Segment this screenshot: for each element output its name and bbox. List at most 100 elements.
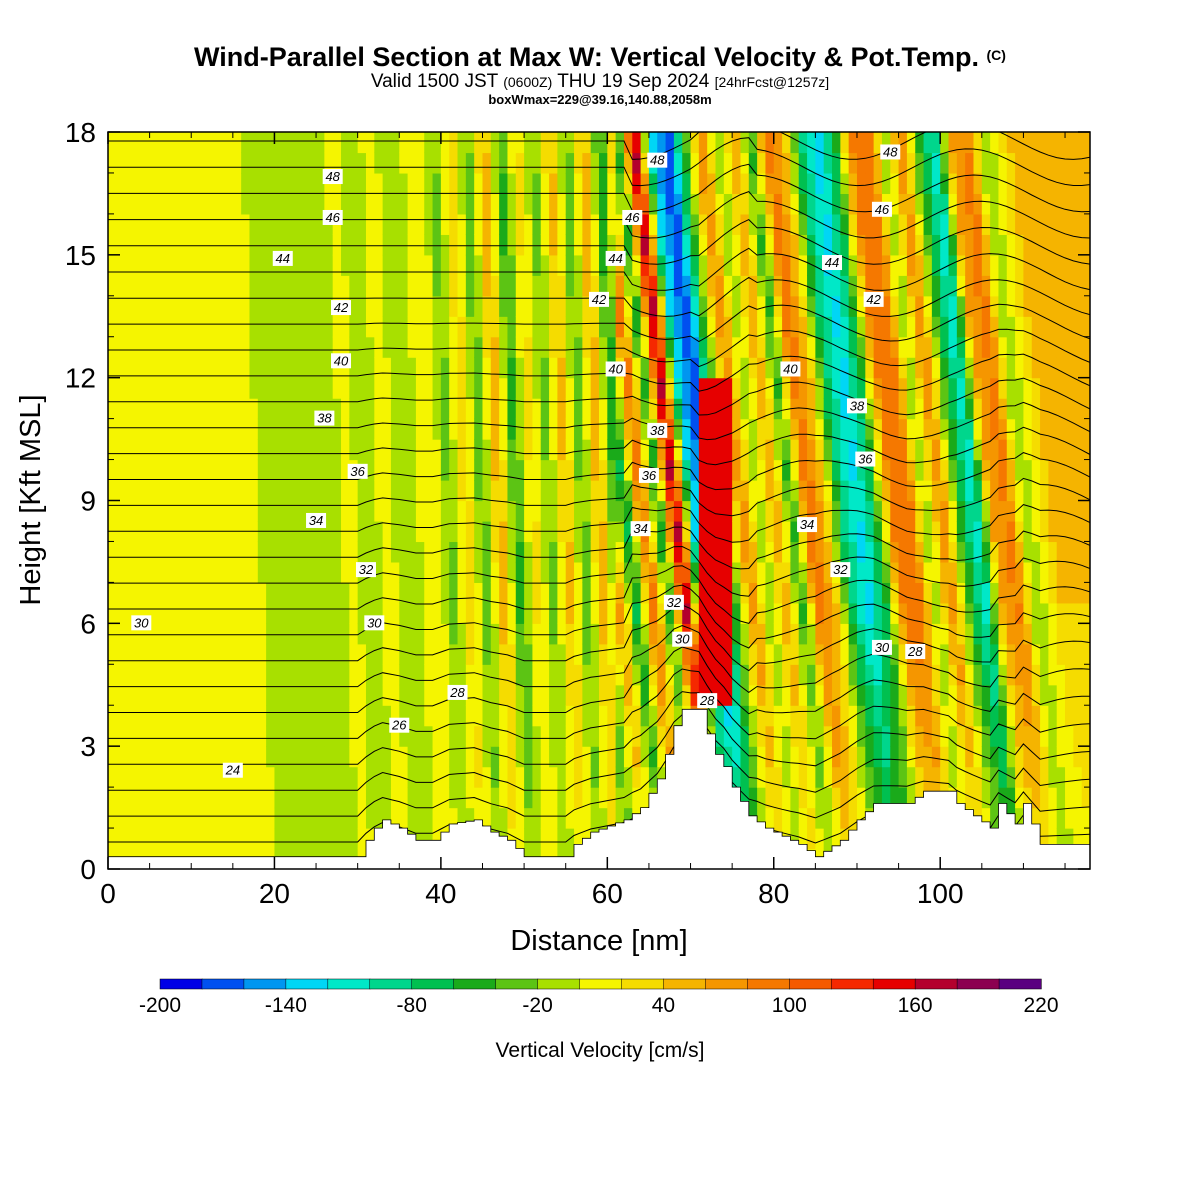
- velocity-cell: [948, 684, 958, 706]
- velocity-cell: [532, 500, 542, 522]
- velocity-cell: [216, 643, 226, 665]
- velocity-cell: [374, 316, 384, 338]
- velocity-cell: [390, 398, 400, 420]
- velocity-cell: [415, 316, 425, 338]
- velocity-cell: [632, 295, 642, 317]
- velocity-cell: [599, 725, 608, 747]
- velocity-cell: [832, 213, 841, 235]
- velocity-cell: [582, 664, 592, 686]
- velocity-cell: [1065, 152, 1074, 174]
- colorbar-swatch: [159, 978, 203, 990]
- velocity-cell: [291, 152, 300, 174]
- velocity-cell: [474, 357, 484, 379]
- velocity-cell: [665, 520, 675, 543]
- velocity-cell: [998, 152, 1008, 174]
- velocity-cell: [865, 234, 875, 256]
- velocity-cell: [449, 705, 459, 727]
- velocity-cell: [415, 439, 425, 461]
- velocity-cell: [790, 193, 800, 215]
- velocity-cell: [257, 684, 267, 706]
- velocity-cell: [1048, 295, 1058, 317]
- velocity-cell: [923, 541, 933, 563]
- velocity-cell: [915, 725, 925, 747]
- velocity-cell: [1056, 766, 1066, 788]
- velocity-cell: [449, 725, 459, 747]
- velocity-cell: [840, 172, 850, 195]
- velocity-cell: [832, 602, 841, 624]
- velocity-cell: [956, 541, 966, 563]
- velocity-cell: [141, 746, 151, 768]
- velocity-cell: [782, 234, 791, 256]
- velocity-cell: [757, 357, 767, 379]
- velocity-cell: [324, 766, 334, 788]
- velocity-cell: [632, 500, 642, 522]
- velocity-cell: [615, 193, 625, 215]
- y-tick-label: 3: [80, 731, 96, 762]
- velocity-cell: [832, 766, 841, 788]
- velocity-cell: [224, 377, 234, 399]
- velocity-cell: [565, 561, 575, 583]
- velocity-cell: [640, 377, 650, 399]
- velocity-cell: [1031, 705, 1041, 727]
- velocity-cell: [698, 132, 708, 154]
- velocity-cell: [349, 418, 359, 440]
- velocity-cell: [673, 459, 683, 481]
- velocity-cell: [940, 480, 950, 502]
- velocity-cell: [440, 541, 450, 563]
- contour-label-text: 32: [667, 595, 682, 610]
- velocity-cell: [815, 664, 825, 686]
- velocity-cell: [607, 398, 617, 420]
- velocity-cell: [832, 377, 841, 399]
- velocity-cell: [232, 684, 242, 706]
- valid-utc: (0600Z): [503, 74, 553, 90]
- velocity-cell: [673, 418, 683, 440]
- velocity-cell: [316, 807, 325, 829]
- velocity-cell: [108, 398, 117, 420]
- colorbar-tick-label: -20: [522, 994, 552, 1017]
- velocity-cell: [149, 705, 159, 727]
- velocity-cell: [931, 377, 941, 399]
- velocity-cell: [149, 480, 159, 502]
- velocity-cell: [199, 664, 209, 686]
- velocity-cell: [898, 377, 908, 399]
- velocity-cell: [474, 582, 484, 604]
- velocity-cell: [149, 234, 159, 256]
- velocity-cell: [948, 725, 958, 747]
- velocity-cell: [499, 705, 509, 727]
- velocity-cell: [923, 520, 933, 543]
- velocity-cell: [332, 254, 342, 276]
- velocity-cell: [382, 132, 392, 154]
- velocity-cell: [349, 132, 359, 154]
- velocity-cell: [574, 725, 583, 747]
- velocity-cell: [881, 418, 891, 440]
- velocity-cell: [773, 213, 783, 235]
- velocity-cell: [990, 254, 1000, 276]
- velocity-cell: [1031, 439, 1041, 461]
- velocity-cell: [940, 213, 950, 235]
- velocity-cell: [399, 213, 409, 235]
- velocity-cell: [873, 602, 883, 624]
- velocity-cell: [840, 254, 850, 276]
- velocity-cell: [465, 398, 475, 420]
- velocity-cell: [615, 295, 625, 317]
- velocity-cell: [224, 541, 234, 563]
- velocity-cell: [432, 418, 442, 440]
- velocity-cell: [682, 213, 692, 235]
- velocity-cell: [748, 746, 758, 768]
- velocity-cell: [923, 766, 933, 788]
- velocity-cell: [848, 439, 858, 461]
- contour-label-text: 30: [367, 615, 382, 630]
- velocity-cell: [457, 500, 467, 522]
- velocity-cell: [266, 418, 276, 440]
- velocity-cell: [948, 500, 958, 522]
- velocity-cell: [948, 582, 958, 604]
- velocity-cell: [906, 602, 916, 624]
- velocity-cell: [399, 582, 409, 604]
- velocity-cell: [1023, 541, 1033, 563]
- velocity-cell: [182, 172, 192, 195]
- velocity-cell: [299, 439, 309, 461]
- velocity-cell: [832, 398, 841, 420]
- velocity-cell: [990, 275, 1000, 297]
- velocity-cell: [257, 602, 267, 624]
